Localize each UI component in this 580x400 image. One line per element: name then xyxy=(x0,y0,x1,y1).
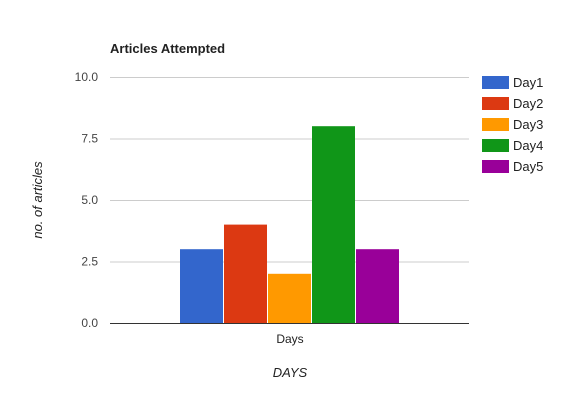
x-category-label: Days xyxy=(276,332,303,346)
y-axis-ticks: 0.0 2.5 5.0 7.5 10.0 xyxy=(75,70,99,330)
bars xyxy=(180,126,399,323)
legend-swatch-day3 xyxy=(482,118,509,131)
legend: Day1 Day2 Day3 Day4 Day5 xyxy=(482,75,543,174)
y-tick-label: 10.0 xyxy=(75,70,99,84)
bar-day2[interactable] xyxy=(224,224,267,323)
y-tick-label: 2.5 xyxy=(81,255,98,269)
bar-day5[interactable] xyxy=(356,249,399,323)
legend-swatch-day1 xyxy=(482,76,509,89)
y-tick-label: 0.0 xyxy=(81,316,98,330)
x-axis-title: DAYS xyxy=(273,365,308,380)
y-tick-label: 7.5 xyxy=(81,132,98,146)
y-axis-title: no. of articles xyxy=(30,161,45,239)
bar-day4[interactable] xyxy=(312,126,355,323)
legend-label-day4[interactable]: Day4 xyxy=(513,138,543,153)
legend-swatch-day4 xyxy=(482,139,509,152)
legend-swatch-day5 xyxy=(482,160,509,173)
legend-label-day1[interactable]: Day1 xyxy=(513,75,543,90)
legend-label-day3[interactable]: Day3 xyxy=(513,117,543,132)
gridlines xyxy=(110,77,469,263)
legend-label-day5[interactable]: Day5 xyxy=(513,159,543,174)
legend-label-day2[interactable]: Day2 xyxy=(513,96,543,111)
chart-title: Articles Attempted xyxy=(110,41,225,56)
y-tick-label: 5.0 xyxy=(81,193,98,207)
bar-day3[interactable] xyxy=(268,273,311,323)
bar-day1[interactable] xyxy=(180,249,223,323)
legend-swatch-day2 xyxy=(482,97,509,110)
